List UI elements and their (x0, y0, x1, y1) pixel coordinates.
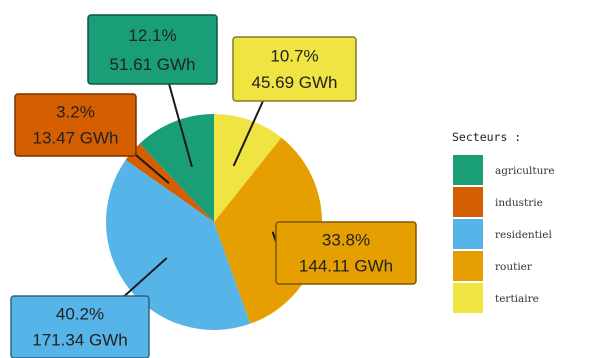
slice-percent-industrie: 3.2% (56, 103, 95, 122)
slice-label-box-industrie (14, 93, 137, 157)
legend-label-routier: routier (495, 261, 533, 273)
slice-label-box-tertiaire (232, 36, 357, 102)
leader-line-industrie (129, 149, 170, 185)
legend-swatch-agriculture (453, 155, 483, 185)
slice-percent-residentiel: 40.2% (56, 305, 104, 324)
pie-slices (106, 114, 323, 330)
legend-title: Secteurs : (452, 130, 521, 144)
legend-label-tertiaire: tertiaire (495, 293, 539, 305)
legend-item-agriculture: agriculture (453, 155, 555, 185)
slice-value-industrie: 13.47 GWh (33, 129, 119, 148)
slice-label-routier: 33.8% 144.11 GWh (275, 221, 417, 285)
legend-swatch-industrie (453, 187, 483, 217)
slice-value-routier: 144.11 GWh (299, 257, 393, 276)
leader-line-residentiel (119, 257, 168, 301)
slice-label-box-routier (275, 221, 417, 285)
legend-item-tertiaire: tertiaire (453, 283, 539, 313)
legend-swatch-tertiaire (453, 283, 483, 313)
slice-label-agriculture: 12.1% 51.61 GWh (87, 14, 218, 85)
slice-label-tertiaire: 10.7% 45.69 GWh (232, 36, 357, 102)
pie-slice-industrie (125, 143, 214, 222)
legend-label-residentiel: residentiel (495, 229, 552, 241)
legend: Secteurs : agriculture industrie residenti… (452, 130, 555, 313)
leader-line-agriculture (167, 79, 193, 168)
legend-swatch-routier (453, 251, 483, 281)
legend-label-industrie: industrie (495, 197, 543, 209)
legend-item-residentiel: residentiel (453, 219, 552, 249)
slice-value-agriculture: 51.61 GWh (110, 55, 196, 74)
slice-value-tertiaire: 45.69 GWh (252, 73, 338, 92)
slice-label-residentiel: 40.2% 171.34 GWh (10, 295, 150, 358)
legend-item-industrie: industrie (453, 187, 543, 217)
legend-swatch-residentiel (453, 219, 483, 249)
slice-labels: 12.1% 51.61 GWh 3.2% 13.47 GWh 40.2% 171.34 G… (10, 14, 417, 358)
slice-percent-routier: 33.8% (322, 231, 370, 250)
slice-label-industrie: 3.2% 13.47 GWh (14, 93, 137, 157)
legend-item-routier: routier (453, 251, 533, 281)
slice-percent-agriculture: 12.1% (128, 26, 176, 45)
legend-items: agriculture industrie residentiel routier te… (453, 155, 555, 313)
slice-percent-tertiaire: 10.7% (270, 46, 318, 65)
pie-slice-agriculture (139, 114, 214, 222)
pie-slice-tertiaire (214, 114, 282, 222)
pie-slice-residentiel (106, 160, 251, 330)
legend-label-agriculture: agriculture (495, 165, 555, 177)
leader-line-tertiaire (232, 100, 264, 167)
slice-label-box-residentiel (10, 295, 150, 358)
slice-value-residentiel: 171.34 GWh (32, 331, 127, 350)
slice-label-box-agriculture (87, 14, 218, 85)
